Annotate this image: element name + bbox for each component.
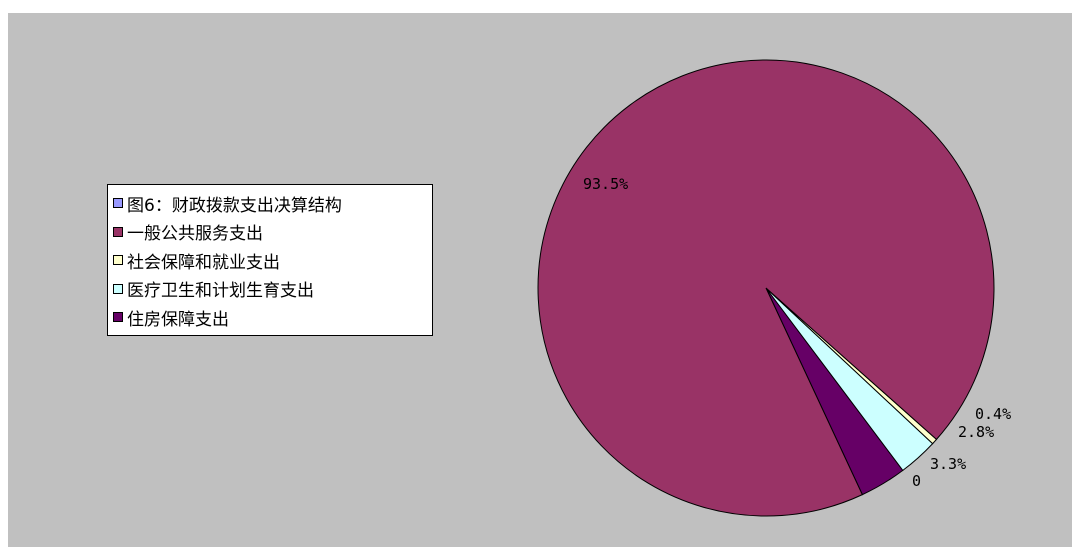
legend-item: 社会保障和就业支出 xyxy=(108,246,432,275)
legend-swatch xyxy=(113,283,123,294)
data-label: 2.8% xyxy=(958,423,994,441)
legend-label: 社会保障和就业支出 xyxy=(127,252,280,273)
legend-swatch xyxy=(113,226,123,237)
data-label: 0.4% xyxy=(975,405,1011,423)
legend-item: 医疗卫生和计划生育支出 xyxy=(108,275,432,304)
legend-label: 医疗卫生和计划生育支出 xyxy=(127,281,314,302)
legend-swatch xyxy=(113,255,123,266)
legend-label: 住房保障支出 xyxy=(127,309,229,330)
pie-slice xyxy=(537,59,995,517)
legend: 图6：财政拨款支出决算结构 一般公共服务支出 社会保障和就业支出 医疗卫生和计划… xyxy=(107,184,433,336)
data-label: 93.5% xyxy=(583,175,628,193)
legend-item: 图6：财政拨款支出决算结构 xyxy=(108,189,432,218)
legend-label: 图6：财政拨款支出决算结构 xyxy=(127,195,342,216)
legend-item: 住房保障支出 xyxy=(108,303,432,332)
legend-swatch xyxy=(113,198,123,209)
legend-item: 一般公共服务支出 xyxy=(108,218,432,247)
legend-swatch xyxy=(113,312,123,323)
legend-label: 一般公共服务支出 xyxy=(127,224,263,245)
data-label: 0 xyxy=(912,472,921,490)
data-label: 3.3% xyxy=(930,455,966,473)
